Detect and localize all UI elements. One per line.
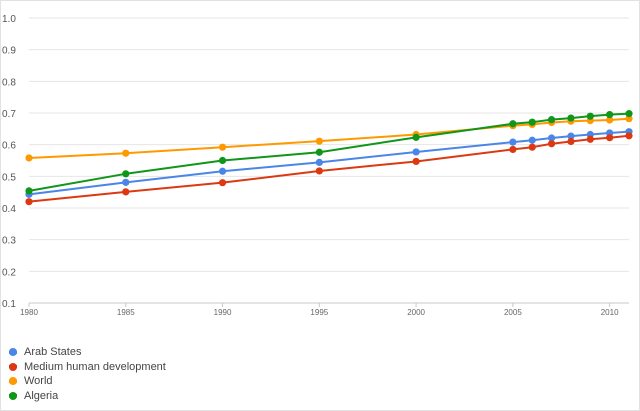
x-tick-label-1990: 1990	[214, 308, 232, 317]
y-tick-label-0.7: 0.7	[2, 109, 16, 120]
legend-label-algeria: Algeria	[24, 389, 59, 402]
point-medium-human-development-2006	[528, 143, 536, 151]
point-medium-human-development-2000	[412, 157, 420, 166]
legend-item-medium-human-development: Medium human development	[9, 360, 166, 375]
point-arab-states-2005	[509, 138, 517, 146]
legend-label-arab-states: Arab States	[24, 346, 82, 359]
x-tick-label-2010: 2010	[601, 308, 619, 317]
point-medium-human-development-2011	[625, 132, 633, 140]
point-algeria-2005	[509, 120, 517, 128]
point-world-2010	[606, 116, 614, 124]
point-algeria-1985	[122, 170, 130, 178]
point-medium-human-development-1995	[315, 167, 323, 175]
point-arab-states-2000	[412, 148, 420, 156]
point-algeria-2010	[606, 110, 614, 119]
y-tick-label-0.1: 0.1	[2, 299, 16, 310]
legend-swatch-medium-human-development	[9, 362, 17, 371]
series-line-algeria	[28, 112, 630, 192]
point-medium-human-development-2008	[567, 137, 575, 146]
legend-label-world: World	[24, 375, 53, 388]
y-tick-label-0.9: 0.9	[2, 46, 16, 57]
point-arab-states-2007	[547, 134, 556, 142]
x-tick-label-2005: 2005	[504, 308, 522, 317]
x-tick-label-1995: 1995	[310, 308, 328, 317]
legend-swatch-world	[9, 377, 17, 386]
point-arab-states-1985	[122, 178, 130, 186]
point-world-1990	[218, 143, 227, 151]
y-tick-label-0.4: 0.4	[2, 204, 16, 215]
legend-item-arab-states: Arab States	[9, 345, 166, 360]
point-world-1995	[315, 137, 323, 145]
x-tick-label-2000: 2000	[407, 308, 425, 317]
point-algeria-2009	[586, 112, 594, 120]
y-tick-label-0.2: 0.2	[2, 267, 16, 278]
series-line-medium-human-development	[28, 134, 630, 203]
x-tick-label-1980: 1980	[20, 308, 38, 317]
point-algeria-2007	[547, 116, 556, 124]
point-arab-states-1990	[218, 167, 227, 175]
point-algeria-1980	[25, 187, 33, 195]
y-tick-label-0.5: 0.5	[2, 172, 16, 183]
legend-item-world: World	[9, 374, 166, 389]
point-medium-human-development-2007	[547, 140, 556, 148]
point-arab-states-1995	[315, 158, 323, 166]
point-medium-human-development-2009	[586, 135, 594, 143]
legend-swatch-arab-states	[9, 348, 17, 357]
y-tick-label-1.0: 1.0	[2, 14, 16, 25]
point-algeria-2008	[567, 114, 575, 122]
point-arab-states-2008	[567, 132, 575, 140]
legend: Arab States Medium human development World…	[9, 345, 166, 403]
point-algeria-1995	[315, 148, 323, 156]
y-tick-label-0.3: 0.3	[2, 236, 16, 247]
point-world-1980	[25, 154, 33, 162]
point-algeria-1990	[218, 156, 227, 165]
y-tick-label-0.6: 0.6	[2, 141, 16, 152]
y-tick-label-0.8: 0.8	[2, 77, 16, 88]
point-medium-human-development-2010	[606, 134, 614, 142]
point-medium-human-development-1990	[218, 179, 227, 187]
x-tick-label-1985: 1985	[117, 308, 135, 317]
point-medium-human-development-1980	[25, 198, 33, 206]
point-medium-human-development-2005	[509, 145, 517, 154]
point-world-1985	[122, 149, 130, 157]
series-line-world	[28, 117, 630, 159]
point-algeria-2000	[412, 133, 420, 141]
point-arab-states-2006	[528, 136, 536, 144]
point-world-2011	[625, 115, 633, 123]
legend-swatch-algeria	[9, 391, 17, 400]
point-algeria-2006	[528, 118, 536, 126]
point-medium-human-development-1985	[122, 188, 130, 196]
legend-item-algeria: Algeria	[9, 389, 166, 404]
point-algeria-2011	[625, 110, 633, 118]
legend-label-medium-human-development: Medium human development	[24, 360, 166, 373]
